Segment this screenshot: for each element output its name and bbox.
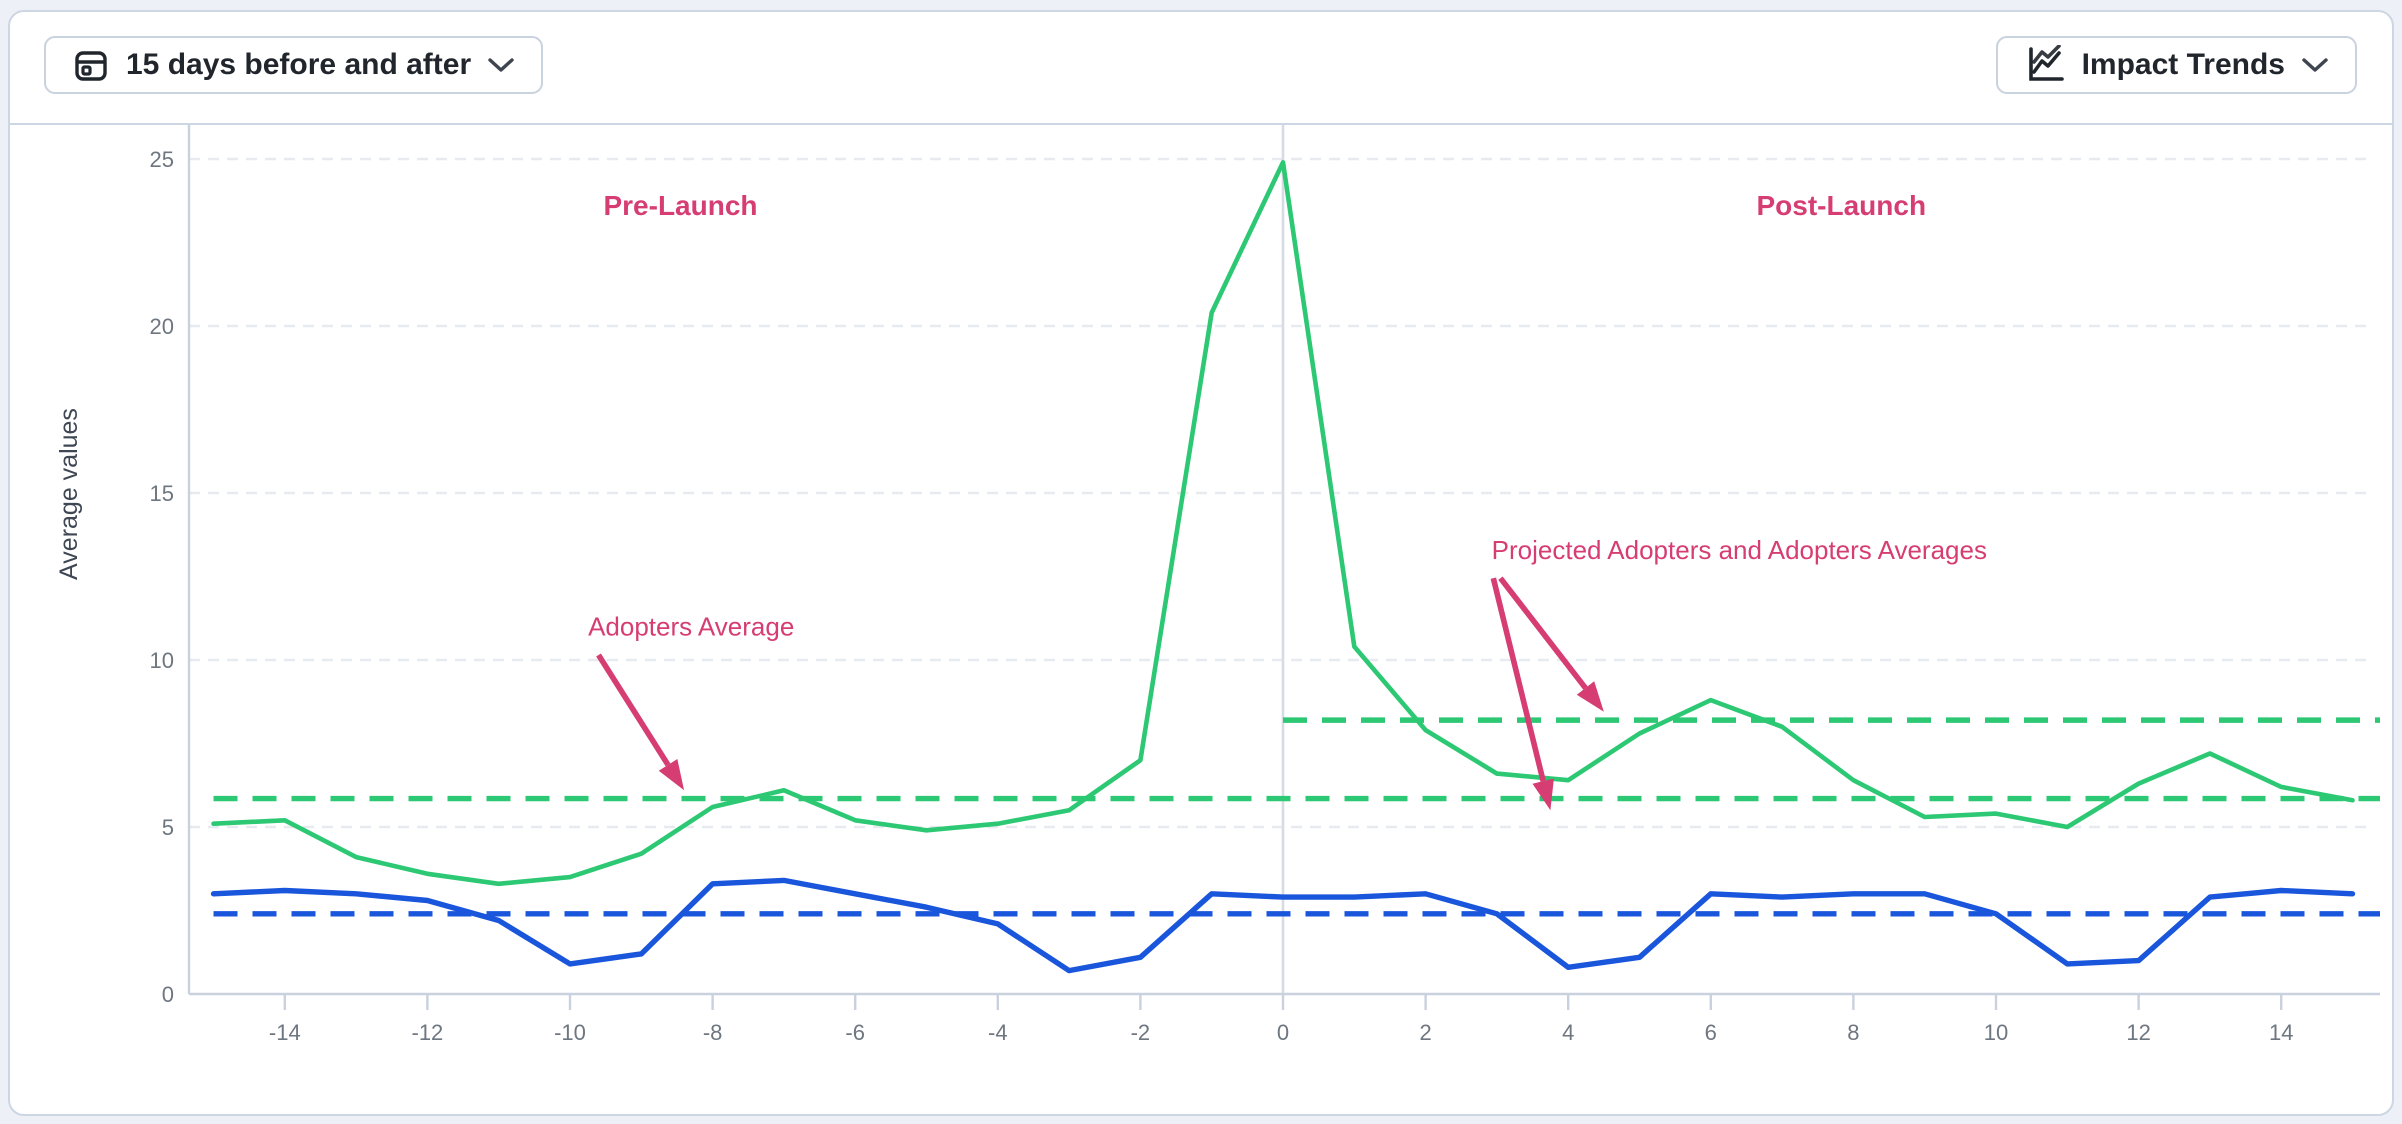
x-tick-label: 4 [1562, 1020, 1574, 1045]
y-axis-title: Average values [55, 408, 83, 580]
y-tick-label: 10 [150, 648, 174, 673]
chevron-down-icon [487, 56, 515, 74]
annotation-adopters-average: Adopters Average [588, 612, 794, 642]
x-tick-label: 6 [1705, 1020, 1717, 1045]
x-tick-label: 14 [2269, 1020, 2293, 1045]
x-tick-label: -10 [554, 1020, 586, 1045]
annotation-arrow-shaft [1498, 576, 1588, 690]
date-range-button[interactable]: 15 days before and after [44, 36, 544, 94]
dashboard-card: 15 days before and after Impact Trends [8, 10, 2394, 1116]
annotation-arrow-shaft [596, 653, 671, 767]
annotation-pre-launch: Pre-Launch [603, 190, 757, 221]
annotation-post-launch: Post-Launch [1756, 190, 1926, 221]
annotation-arrow-head [1576, 681, 1604, 712]
annotation-projected-adopters-averages: Projected Adopters and Adopters Averages [1492, 535, 1987, 565]
date-range-label: 15 days before and after [126, 48, 472, 81]
calendar-icon [72, 46, 110, 84]
chart-type-label: Impact Trends [2081, 48, 2285, 81]
x-tick-label: 8 [1847, 1020, 1859, 1045]
x-tick-label: 0 [1277, 1020, 1289, 1045]
x-tick-label: -12 [412, 1020, 444, 1045]
series-line-projected-adopters [210, 877, 2356, 974]
y-tick-label: 20 [150, 314, 174, 339]
chart-canvas: Average values -14 -12 -10 -8 -6 -4 -2 0 2 4 6 8 10 1… [55, 125, 2380, 1045]
x-tick-label: -8 [703, 1020, 723, 1045]
x-tick-label: -6 [845, 1020, 865, 1045]
y-tick-label: 25 [150, 147, 174, 172]
series-line-adopters [211, 160, 2355, 887]
x-tick-label: -4 [988, 1020, 1008, 1045]
annotation-arrow-head [658, 759, 685, 791]
annotation-arrow-head [1532, 778, 1554, 811]
x-tick-label: -2 [1131, 1020, 1151, 1045]
x-tick-label: 12 [2126, 1020, 2150, 1045]
chart-type-button[interactable]: Impact Trends [1995, 36, 2357, 94]
y-tick-label: 15 [150, 481, 174, 506]
annotation-arrow-shaft [1490, 577, 1546, 782]
card-header: 15 days before and after Impact Trends [10, 12, 2392, 125]
y-tick-label: 5 [162, 815, 174, 840]
x-tick-label: 10 [1984, 1020, 2008, 1045]
chart-line-icon [2024, 45, 2066, 85]
x-tick-label: -14 [269, 1020, 301, 1045]
chevron-down-icon [2301, 56, 2329, 74]
x-tick-label: 2 [1419, 1020, 1431, 1045]
impact-trends-chart: Average values -14 -12 -10 -8 -6 -4 -2 0 2 4 6 8 10 1… [10, 125, 2392, 1114]
y-tick-label: 0 [162, 982, 174, 1007]
